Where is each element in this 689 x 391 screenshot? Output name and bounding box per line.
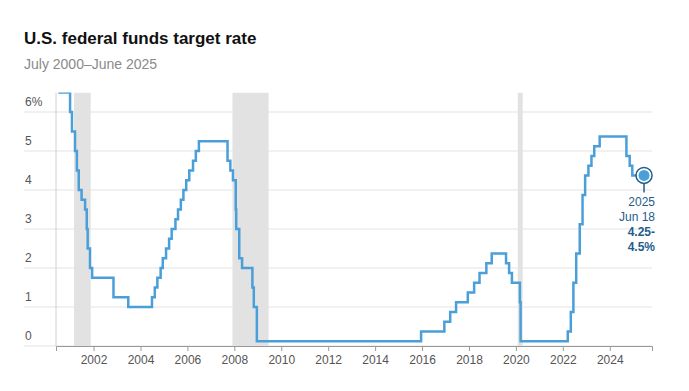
x-tick-mark xyxy=(516,346,517,351)
x-tick: 2024 xyxy=(597,346,624,367)
subtitle: July 2000–June 2025 xyxy=(24,56,157,72)
x-tick: 2002 xyxy=(81,346,108,367)
x-tick: 2020 xyxy=(503,346,530,367)
x-tick-label: 2006 xyxy=(175,353,202,367)
x-tick-label: 2020 xyxy=(503,353,530,367)
x-tick: 2018 xyxy=(456,346,483,367)
y-tick-label: 1 xyxy=(25,290,32,304)
x-tick: 2010 xyxy=(268,346,295,367)
grid-line xyxy=(24,190,652,191)
grid-line xyxy=(24,112,652,113)
y-tick-label: 3 xyxy=(25,212,32,226)
x-tick: 2008 xyxy=(221,346,248,367)
x-tick: 2006 xyxy=(175,346,202,367)
x-tick: 2014 xyxy=(362,346,389,367)
x-axis-line xyxy=(57,347,653,352)
annotation-date: Jun 18 xyxy=(619,210,655,224)
annotation-stem xyxy=(643,183,645,192)
x-tick-label: 2010 xyxy=(268,353,295,367)
grid-line xyxy=(24,268,652,269)
y-tick-label: 0 xyxy=(25,329,32,343)
annotation-value: 4.25- xyxy=(628,225,655,239)
end-marker xyxy=(639,170,650,181)
grid xyxy=(24,112,652,346)
x-tick-mark xyxy=(140,346,141,351)
y-axis-line xyxy=(56,93,57,347)
x-tick-mark xyxy=(94,346,95,351)
x-tick-mark xyxy=(328,346,329,351)
annotation: 2025Jun 184.25-4.5% xyxy=(619,167,655,254)
annotation-date: 2025 xyxy=(628,195,655,209)
x-tick-mark xyxy=(422,346,423,351)
x-tick-label: 2002 xyxy=(81,353,108,367)
x-axis: 2002 2004 2006 2008 2010 2012 2014 2016 2018 2020… xyxy=(57,346,653,367)
title: U.S. federal funds target rate xyxy=(24,29,256,48)
x-tick-mark xyxy=(375,346,376,351)
x-tick-label: 2008 xyxy=(221,353,248,367)
x-tick-mark xyxy=(281,346,282,351)
x-tick-label: 2024 xyxy=(597,353,624,367)
plot-area xyxy=(58,93,644,347)
x-tick-label: 2012 xyxy=(315,353,342,367)
grid-line xyxy=(24,229,652,230)
x-tick-label: 2016 xyxy=(409,353,436,367)
annotation-text: 2025Jun 184.25-4.5% xyxy=(619,195,655,254)
x-tick-mark xyxy=(234,346,235,351)
recession-band xyxy=(74,93,91,347)
x-tick-label: 2014 xyxy=(362,353,389,367)
x-tick: 2012 xyxy=(315,346,342,367)
recession-band xyxy=(232,93,268,347)
x-tick-mark xyxy=(469,346,470,351)
x-tick-label: 2022 xyxy=(550,353,577,367)
y-tick-label: 4 xyxy=(25,173,32,187)
x-tick-mark xyxy=(610,346,611,351)
chart: U.S. federal funds target rate July 2000–… xyxy=(0,0,689,391)
end-marker-ring xyxy=(636,167,652,183)
x-tick-label: 2018 xyxy=(456,353,483,367)
y-tick-label: 6% xyxy=(25,95,43,109)
x-tick: 2022 xyxy=(550,346,577,367)
grid-line xyxy=(24,307,652,308)
x-tick-label: 2004 xyxy=(128,353,155,367)
rate-line xyxy=(58,93,644,342)
x-tick-mark xyxy=(187,346,188,351)
annotation-value: 4.5% xyxy=(628,240,656,254)
x-tick: 2016 xyxy=(409,346,436,367)
x-tick: 2004 xyxy=(128,346,155,367)
x-tick-mark xyxy=(563,346,564,351)
y-axis: 0 1 2 3 4 5 6% xyxy=(25,93,56,347)
grid-line xyxy=(24,151,652,152)
y-tick-label: 2 xyxy=(25,251,32,265)
y-tick-label: 5 xyxy=(25,134,32,148)
